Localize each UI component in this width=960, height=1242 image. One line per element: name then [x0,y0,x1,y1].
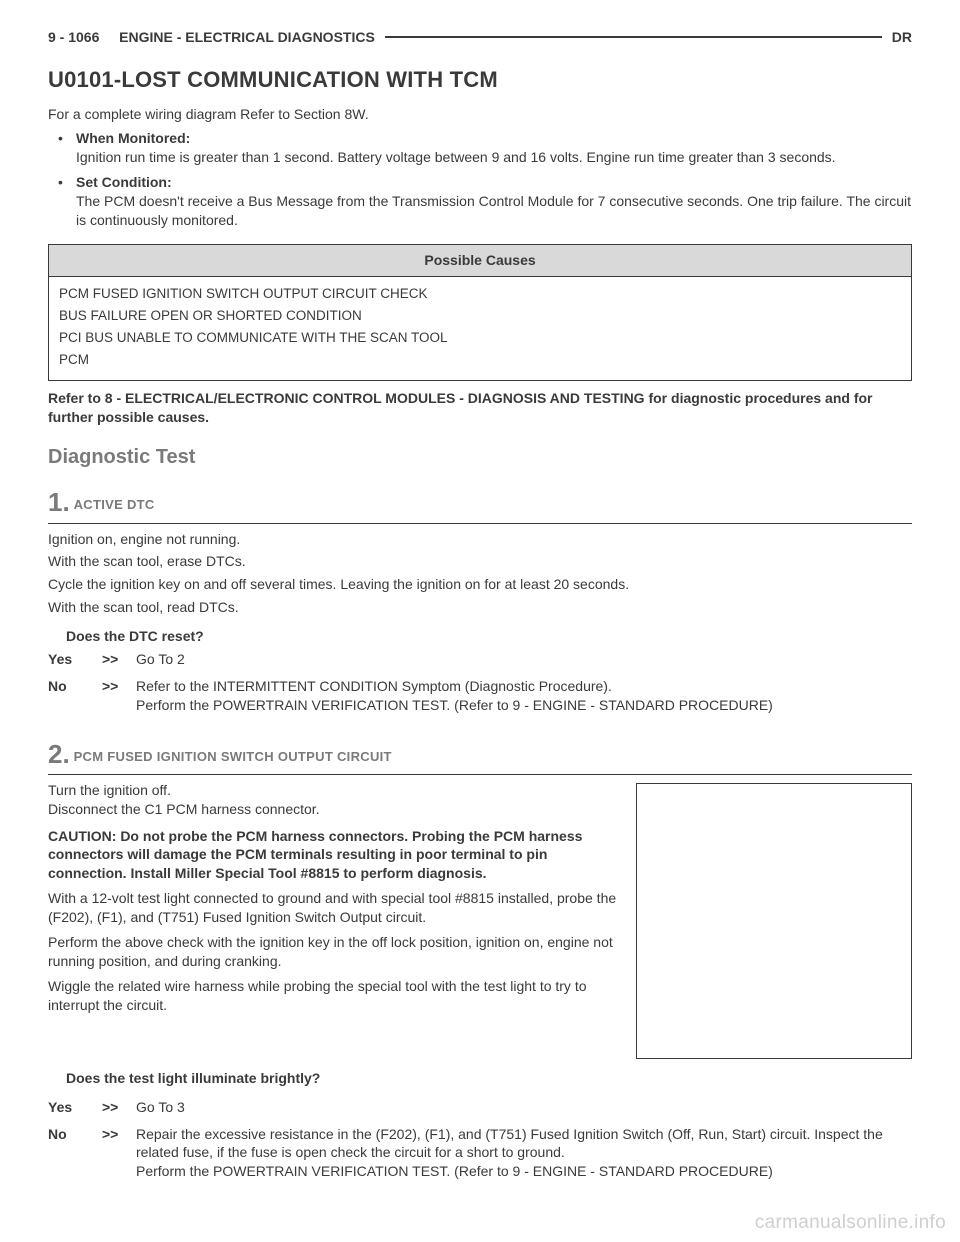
yes-label: Yes [48,1098,102,1117]
page-ref: 9 - 1066 [48,28,99,47]
header-rule [385,36,882,38]
answer-no-row: No >> Repair the excessive resistance in… [48,1125,912,1182]
step-label: PCM FUSED IGNITION SWITCH OUTPUT CIRCUIT [74,749,392,764]
no-label: No [48,1125,102,1182]
caution-text: CAUTION: Do not probe the PCM harness co… [48,827,622,884]
section-name: ENGINE - ELECTRICAL DIAGNOSTICS [119,28,375,47]
step-header: 2. PCM FUSED IGNITION SWITCH OUTPUT CIRC… [48,737,912,775]
cause-row: BUS FAILURE OPEN OR SHORTED CONDITION [59,307,901,325]
page-title: U0101-LOST COMMUNICATION WITH TCM [48,65,912,95]
no-line: Repair the excessive resistance in the (… [136,1126,883,1161]
step-number: 1. [48,487,70,517]
refer-text: Refer to 8 - ELECTRICAL/ELECTRONIC CONTR… [48,389,912,427]
answer-yes-row: Yes >> Go To 2 [48,650,912,669]
step-question: Does the test light illuminate brightly? [66,1069,912,1088]
list-item: When Monitored: Ignition run time is gre… [76,129,912,167]
arrow-icon: >> [102,650,136,669]
step-para: Wiggle the related wire harness while pr… [48,977,622,1015]
step-number: 2. [48,739,70,769]
yes-label: Yes [48,650,102,669]
no-line: Perform the POWERTRAIN VERIFICATION TEST… [136,1163,773,1179]
arrow-icon: >> [102,677,136,715]
step-body: Turn the ignition off. Disconnect the C1… [48,781,912,1059]
no-text: Repair the excessive resistance in the (… [136,1125,912,1182]
yes-text: Go To 2 [136,650,912,669]
step-para: Turn the ignition off. [48,781,622,800]
no-line: Refer to the INTERMITTENT CONDITION Symp… [136,678,612,694]
list-item: Set Condition: The PCM doesn't receive a… [76,173,912,230]
arrow-icon: >> [102,1098,136,1117]
no-line: Perform the POWERTRAIN VERIFICATION TEST… [136,697,773,713]
answer-no-row: No >> Refer to the INTERMITTENT CONDITIO… [48,677,912,715]
table-cell: PCM FUSED IGNITION SWITCH OUTPUT CIRCUIT… [49,276,912,380]
table-header: Possible Causes [49,244,912,276]
step-para: Ignition on, engine not running. [48,530,912,549]
step-question: Does the DTC reset? [66,627,912,646]
diagram-placeholder [636,783,912,1059]
bullet-heading: When Monitored: [76,130,190,146]
condition-list: When Monitored: Ignition run time is gre… [48,129,912,229]
bullet-body: The PCM doesn't receive a Bus Message fr… [76,193,911,228]
bullet-heading: Set Condition: [76,174,172,190]
arrow-icon: >> [102,1125,136,1182]
step-para: With a 12-volt test light connected to g… [48,889,622,927]
bullet-body: Ignition run time is greater than 1 seco… [76,149,836,165]
answer-yes-row: Yes >> Go To 3 [48,1098,912,1117]
no-label: No [48,677,102,715]
step-body: Ignition on, engine not running. With th… [48,530,912,715]
page-header: 9 - 1066 ENGINE - ELECTRICAL DIAGNOSTICS… [48,28,912,47]
step-para: With the scan tool, read DTCs. [48,598,912,617]
cause-row: PCM FUSED IGNITION SWITCH OUTPUT CIRCUIT… [59,285,901,303]
step-label: ACTIVE DTC [74,497,155,512]
yes-text: Go To 3 [136,1098,912,1117]
manual-code: DR [892,28,912,47]
intro-text: For a complete wiring diagram Refer to S… [48,105,912,124]
possible-causes-table: Possible Causes PCM FUSED IGNITION SWITC… [48,244,912,381]
cause-row: PCI BUS UNABLE TO COMMUNICATE WITH THE S… [59,329,901,347]
step-para: Disconnect the C1 PCM harness connector. [48,800,622,819]
step-para: Cycle the ignition key on and off severa… [48,575,912,594]
diagnostic-heading: Diagnostic Test [48,444,912,471]
no-text: Refer to the INTERMITTENT CONDITION Symp… [136,677,912,715]
step-header: 1. ACTIVE DTC [48,485,912,523]
step-para: With the scan tool, erase DTCs. [48,552,912,571]
cause-row: PCM [59,351,901,369]
watermark: carmanualsonline.info [755,1210,946,1236]
step-para: Perform the above check with the ignitio… [48,933,622,971]
